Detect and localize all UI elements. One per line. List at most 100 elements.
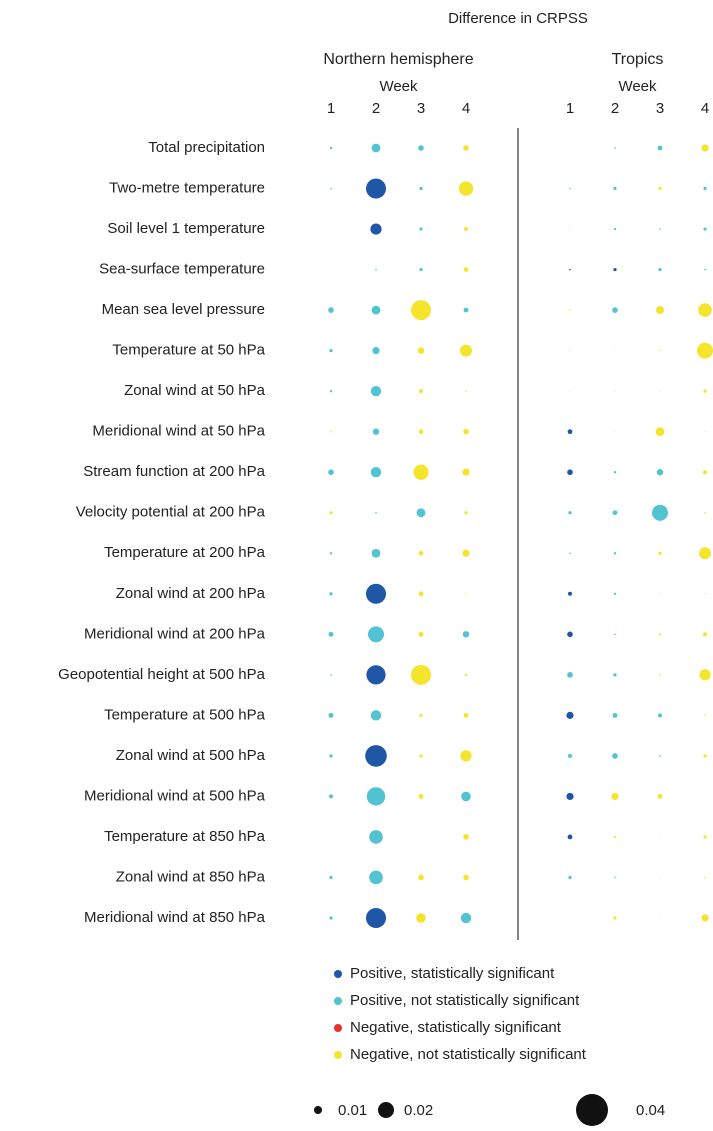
dot — [370, 385, 382, 397]
dot — [659, 390, 661, 392]
dot — [614, 633, 616, 636]
dot — [567, 469, 573, 476]
dot — [613, 592, 617, 595]
dot — [330, 187, 332, 190]
dot — [464, 673, 468, 677]
dot — [658, 551, 662, 555]
dot — [704, 268, 706, 271]
x-tick-label: 4 — [462, 100, 470, 117]
dot — [656, 306, 664, 315]
dot — [659, 917, 661, 919]
dot — [371, 143, 381, 153]
dot — [460, 344, 472, 357]
dot — [569, 309, 571, 311]
dot — [659, 349, 661, 352]
dot — [375, 511, 377, 514]
dot — [612, 753, 618, 759]
dot — [419, 227, 423, 231]
dot — [365, 745, 387, 767]
dot — [375, 268, 377, 271]
dot — [567, 672, 573, 678]
dot — [612, 307, 618, 313]
dot — [655, 427, 665, 437]
size-legend-dot — [314, 1106, 322, 1114]
dot — [419, 713, 423, 717]
dot — [569, 390, 571, 392]
dot — [328, 307, 334, 313]
dot — [417, 347, 425, 354]
dot — [613, 552, 617, 555]
dot — [329, 511, 333, 515]
row-label: Zonal wind at 500 hPa — [116, 747, 266, 764]
dot — [463, 874, 469, 881]
dot — [330, 674, 332, 676]
dot — [369, 830, 383, 844]
x-axis-label: Week — [618, 78, 657, 95]
x-tick-label: 2 — [372, 100, 380, 117]
dot — [568, 753, 572, 758]
dot — [462, 631, 470, 638]
dot — [704, 876, 706, 879]
size-legend-label: 0.02 — [404, 1102, 433, 1119]
row-label: Zonal wind at 50 hPa — [124, 382, 266, 399]
dot — [463, 712, 469, 718]
dot — [366, 908, 386, 928]
dot — [566, 792, 574, 801]
dot — [703, 754, 707, 758]
row-label: Two-metre temperature — [109, 179, 265, 196]
dot — [701, 144, 709, 152]
dot — [418, 550, 424, 556]
x-tick-label: 1 — [566, 100, 574, 117]
dot — [460, 912, 472, 924]
dot — [569, 228, 571, 230]
dot — [658, 633, 662, 636]
dot — [464, 511, 468, 515]
dot — [613, 471, 617, 474]
dot — [413, 464, 429, 480]
dot — [701, 914, 709, 922]
dot — [699, 669, 711, 681]
dot — [329, 389, 333, 393]
dot — [328, 469, 334, 476]
dot — [613, 835, 617, 839]
x-tick-label: 3 — [417, 100, 425, 117]
dot — [614, 350, 616, 352]
dot — [613, 227, 617, 231]
row-label: Meridional wind at 50 hPa — [92, 423, 265, 440]
dot — [704, 593, 706, 595]
row-label: Temperature at 50 hPa — [112, 342, 265, 359]
dot — [704, 431, 706, 433]
dot — [659, 674, 661, 676]
dot — [460, 750, 472, 762]
dot — [567, 631, 573, 638]
dot — [612, 712, 618, 718]
x-tick-label: 1 — [327, 100, 335, 117]
panel-title: Northern hemisphere — [323, 51, 473, 68]
dot — [704, 714, 706, 717]
dot — [461, 791, 471, 802]
dot — [697, 342, 713, 359]
dot — [463, 307, 469, 313]
legend-swatch — [334, 1024, 342, 1032]
dot — [703, 389, 707, 393]
row-label: Soil level 1 temperature — [107, 220, 265, 237]
dot — [657, 794, 663, 799]
dot — [411, 300, 431, 321]
dot — [703, 186, 707, 191]
dot — [613, 186, 617, 191]
dot — [704, 511, 706, 514]
dot — [366, 583, 386, 604]
dot — [613, 267, 617, 272]
dot — [659, 228, 661, 230]
legend-swatch — [334, 997, 342, 1005]
dot — [329, 552, 333, 555]
dot — [567, 429, 573, 435]
dot — [698, 303, 712, 317]
legend-label: Positive, statistically significant — [350, 965, 555, 982]
dot — [366, 665, 386, 685]
dot — [462, 549, 470, 557]
legend-swatch — [334, 1051, 342, 1059]
dot — [329, 916, 333, 920]
dot — [418, 145, 424, 151]
